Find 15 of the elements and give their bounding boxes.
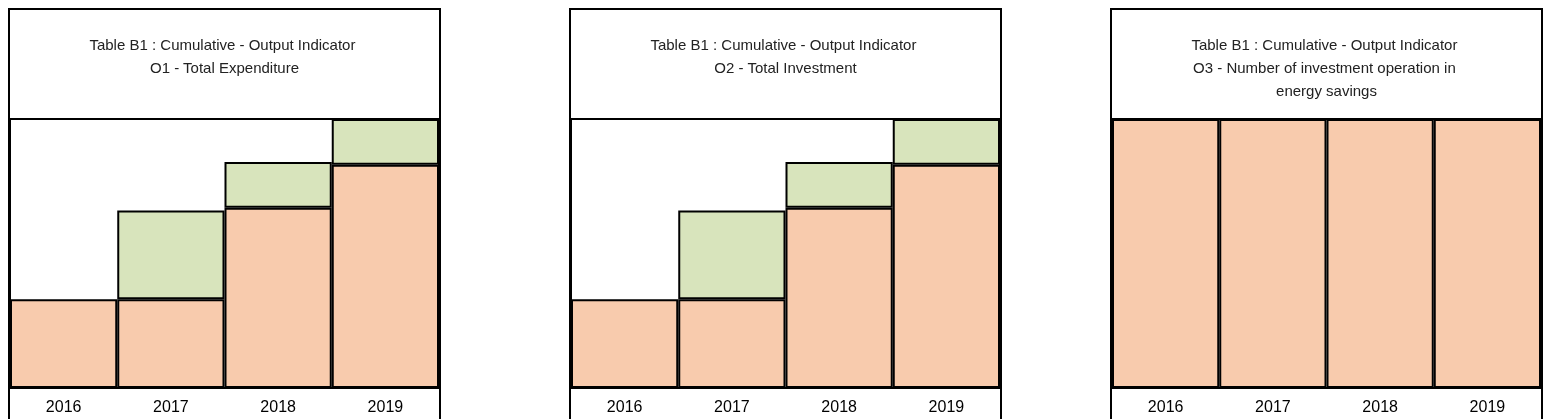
x-tick-label: 2016 [45,397,82,415]
chart-title: Table B1 : Cumulative - Output Indicator O1 - Total Expenditure [89,36,360,76]
x-tick-label: 2017 [1255,397,1291,415]
x-tick-label: 2017 [153,397,189,415]
x-tick-label: 2018 [1362,397,1399,415]
x-tick-label: 2017 [714,397,750,415]
x-tick-label: 2019 [928,397,965,415]
x-tick-label: 2018 [260,397,297,415]
x-tick-label: 2016 [606,397,643,415]
x-tick-label: 2019 [1469,397,1506,415]
x-tick-label: 2019 [367,397,404,415]
chart-title: Table B1 : Cumulative - Output Indicator O2 - Total Investment [650,36,921,76]
x-tick-label: 2016 [1147,397,1184,415]
chart-title: Table B1 : Cumulative - Output Indicator O3 - Number of investment operation in energy savings [1191,36,1462,99]
x-tick-label: 2018 [821,397,858,415]
